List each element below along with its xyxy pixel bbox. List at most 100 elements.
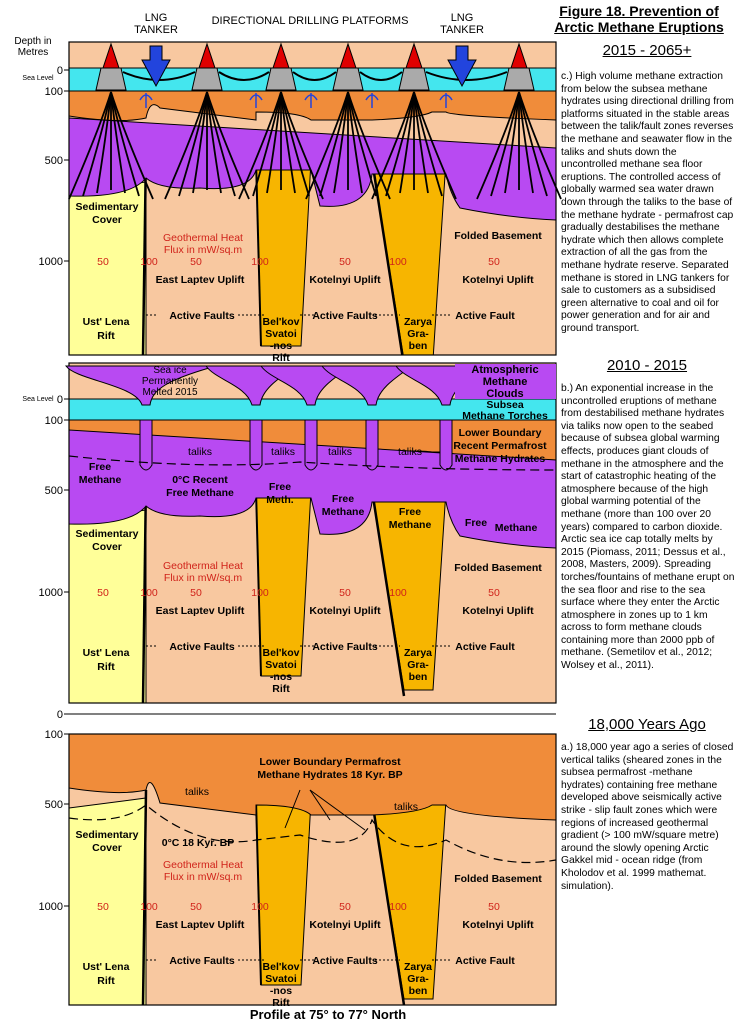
heat-flux-value: 50 bbox=[488, 587, 500, 599]
fault-line bbox=[141, 479, 148, 703]
kotelnyi-uplift-label: Kotelnyi Uplift bbox=[462, 274, 534, 286]
free-meth-label: Meth. bbox=[266, 494, 293, 506]
methane-cloud-plume bbox=[455, 364, 556, 399]
heat-flux-value: 100 bbox=[140, 901, 158, 913]
belkov-rift-area bbox=[255, 799, 312, 986]
active-faults-label: Active Faults bbox=[169, 641, 235, 653]
taliks-label: taliks bbox=[188, 446, 212, 458]
fault-line bbox=[255, 159, 262, 347]
lng-tanker-arrow bbox=[141, 45, 171, 88]
belkov-rift-label: -nos bbox=[270, 671, 292, 683]
directional-drill-line bbox=[518, 91, 562, 200]
dashed-boundary bbox=[69, 455, 556, 471]
east-laptev-uplift-label: East Laptev Uplift bbox=[156, 274, 245, 286]
fault-line bbox=[370, 489, 406, 697]
ust-lena-rift-label: Rift bbox=[97, 661, 115, 673]
lower-boundary-label: Methane Hydrates 18 Kyr. BP bbox=[257, 769, 402, 781]
depth-tick-label: 500 bbox=[45, 155, 63, 167]
flow-arrow bbox=[139, 93, 153, 108]
directional-drill-line bbox=[82, 91, 112, 197]
active-fault-label: Active Fault bbox=[455, 955, 515, 967]
panel-frame bbox=[68, 362, 557, 704]
panel-a-heading: 18,000 Years Ago bbox=[588, 716, 706, 733]
zarya-graben-label: Gra- bbox=[407, 973, 429, 985]
atmospheric-methane-label: Methane bbox=[483, 376, 528, 388]
talik-channel bbox=[139, 419, 153, 471]
sedimentary-cover-label: Sedimentary bbox=[75, 829, 138, 841]
flow-arrow bbox=[249, 93, 263, 108]
heat-flux-value: 100 bbox=[389, 587, 407, 599]
directional-drill-line bbox=[206, 91, 250, 200]
figure-title-line1: Figure 18. Prevention of bbox=[559, 3, 719, 19]
lng-tanker-label: LNG bbox=[451, 12, 474, 24]
directional-drill-line bbox=[333, 91, 349, 194]
directional-drill-line bbox=[413, 91, 457, 200]
depth-tick-label: 1000 bbox=[39, 256, 63, 268]
belkov-rift-label: Svatoi bbox=[265, 328, 297, 340]
pipeline bbox=[292, 71, 337, 81]
talik-channel bbox=[249, 419, 263, 471]
depth-tick-label: 500 bbox=[45, 799, 63, 811]
belkov-rift-label: -nos bbox=[270, 985, 292, 997]
directional-drill-line bbox=[266, 91, 282, 194]
free-label: Free bbox=[465, 517, 487, 529]
methane-cloud-plume bbox=[260, 365, 353, 406]
drilling-platform bbox=[503, 67, 535, 91]
heat-flux-value: 50 bbox=[190, 901, 202, 913]
fault-line bbox=[255, 799, 262, 986]
pointer-line bbox=[284, 789, 301, 829]
free-methane-label: Free bbox=[332, 493, 354, 505]
heat-flux-value: 50 bbox=[339, 587, 351, 599]
ust-lena-rift-label: Ust' Lena bbox=[83, 647, 130, 659]
zarya-graben-label: Zarya bbox=[404, 961, 432, 973]
recent-free-methane-label: Free Methane bbox=[166, 487, 234, 499]
taliks-label: taliks bbox=[328, 446, 352, 458]
heat-flux-value: 50 bbox=[488, 256, 500, 268]
belkov-rift-label: -nos bbox=[270, 340, 292, 352]
geothermal-heat-label: Geothermal Heat bbox=[163, 560, 243, 572]
methane-cloud-plume bbox=[321, 365, 414, 406]
recent-free-methane-label: 0°C Recent bbox=[172, 474, 228, 486]
depth-tick-label: 500 bbox=[45, 485, 63, 497]
folded-basement-label: Folded Basement bbox=[454, 873, 542, 885]
directional-drill-line bbox=[385, 91, 415, 197]
directional-drill-line bbox=[504, 91, 520, 194]
sea-level-label: Sea Level bbox=[22, 75, 54, 82]
active-faults-label: Active Faults bbox=[312, 641, 378, 653]
free-meth-label: Free bbox=[269, 481, 291, 493]
belkov-rift-label: Svatoi bbox=[265, 659, 297, 671]
kotelnyi-uplift-label: Kotelnyi Uplift bbox=[462, 605, 534, 617]
zarya-graben-label: Zarya bbox=[404, 316, 432, 328]
panel-c-heading: 2015 - 2065+ bbox=[602, 42, 692, 59]
lng-tanker-label: TANKER bbox=[134, 24, 178, 36]
directional-drill-line bbox=[319, 91, 349, 197]
heat-flux-value: 50 bbox=[190, 256, 202, 268]
permafrost-layer bbox=[69, 90, 556, 122]
lower-boundary-label: Methane Hydrates bbox=[455, 453, 546, 465]
heat-flux-value: 50 bbox=[488, 901, 500, 913]
drilling-rig-cone bbox=[339, 42, 357, 69]
geothermal-heat-label: Flux in mW/sq.m bbox=[164, 572, 242, 584]
heat-flux-value: 100 bbox=[251, 256, 269, 268]
drilling-platform bbox=[95, 67, 127, 91]
drilling-rig-cone bbox=[272, 42, 290, 69]
atmospheric-methane-label: Atmospheric bbox=[471, 364, 538, 376]
pointer-line bbox=[309, 789, 366, 831]
drilling-platforms-label: DIRECTIONAL DRILLING PLATFORMS bbox=[212, 15, 409, 27]
lower-boundary-label: Lower Boundary bbox=[459, 427, 542, 439]
directional-drill-line bbox=[110, 91, 154, 200]
active-faults-label: Active Faults bbox=[169, 955, 235, 967]
heat-flux-value: 100 bbox=[389, 901, 407, 913]
heat-flux-value: 100 bbox=[389, 256, 407, 268]
panel-a-paragraph: a.) 18,000 year ago a series of closed v… bbox=[561, 742, 734, 892]
active-faults-label: Active Faults bbox=[169, 310, 235, 322]
flow-arrow bbox=[304, 93, 318, 108]
kotelnyi-uplift-label: Kotelnyi Uplift bbox=[309, 605, 381, 617]
sedimentary-cover-area bbox=[69, 797, 147, 1005]
figure-footer: Profile at 75° to 77° North bbox=[250, 1007, 406, 1022]
talik-channel bbox=[439, 419, 453, 471]
sea-level-label: Sea Level bbox=[22, 396, 54, 403]
depth-tick-label: 0 bbox=[57, 709, 63, 721]
pipeline bbox=[359, 71, 403, 81]
heat-flux-value: 50 bbox=[97, 587, 109, 599]
